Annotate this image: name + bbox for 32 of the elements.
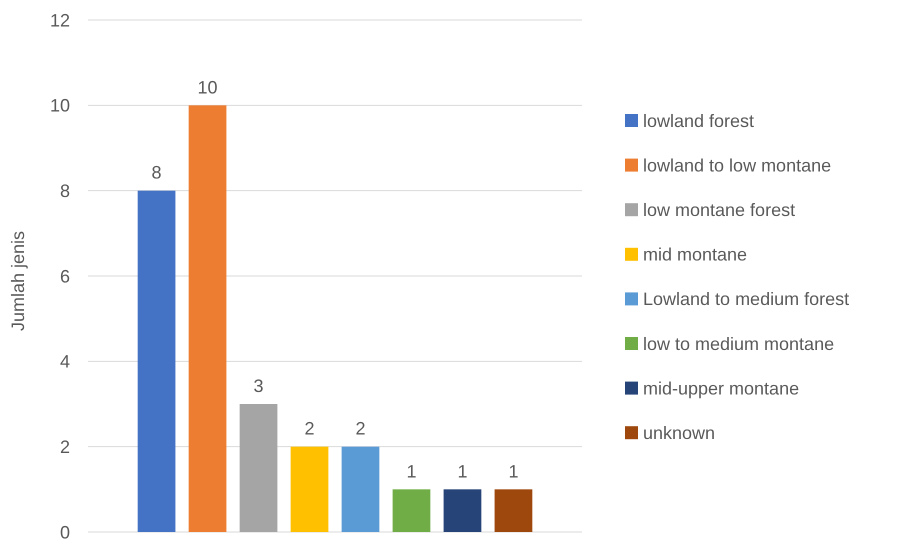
data-label: 2 — [355, 418, 366, 439]
data-label: 3 — [254, 376, 264, 396]
bar — [444, 489, 482, 532]
bar — [494, 489, 532, 532]
bar — [342, 446, 380, 532]
y-tick-label: 12 — [50, 10, 70, 30]
y-tick-label: 8 — [60, 180, 70, 201]
y-tick-label: 10 — [50, 96, 70, 116]
data-label: 2 — [304, 418, 315, 439]
y-tick-label: 2 — [60, 436, 70, 457]
data-label: 1 — [457, 461, 468, 482]
y-tick-label: 4 — [60, 352, 70, 372]
data-label: 1 — [508, 461, 518, 482]
y-tick-label: 0 — [60, 522, 70, 539]
bar — [392, 489, 430, 532]
legend-label: low montane forest — [643, 200, 796, 220]
legend-label: unknown — [643, 423, 716, 443]
legend-label: mid-upper montane — [643, 378, 800, 398]
legend-label: lowland to low montane — [643, 155, 832, 176]
legend-label: low to medium montane — [643, 334, 834, 354]
bar — [188, 105, 226, 532]
legend-label: lowland forest — [643, 110, 754, 131]
bar — [290, 446, 328, 532]
legend-label: mid montane — [643, 244, 748, 265]
y-axis-title: Jumlah jenis — [8, 230, 28, 332]
data-label: 8 — [152, 162, 162, 183]
data-label: 10 — [198, 77, 218, 98]
data-label: 1 — [406, 461, 416, 482]
bar — [138, 190, 176, 532]
y-tick-label: 6 — [60, 266, 70, 286]
bar — [240, 404, 278, 532]
legend-label: Lowland to medium forest — [643, 289, 850, 310]
